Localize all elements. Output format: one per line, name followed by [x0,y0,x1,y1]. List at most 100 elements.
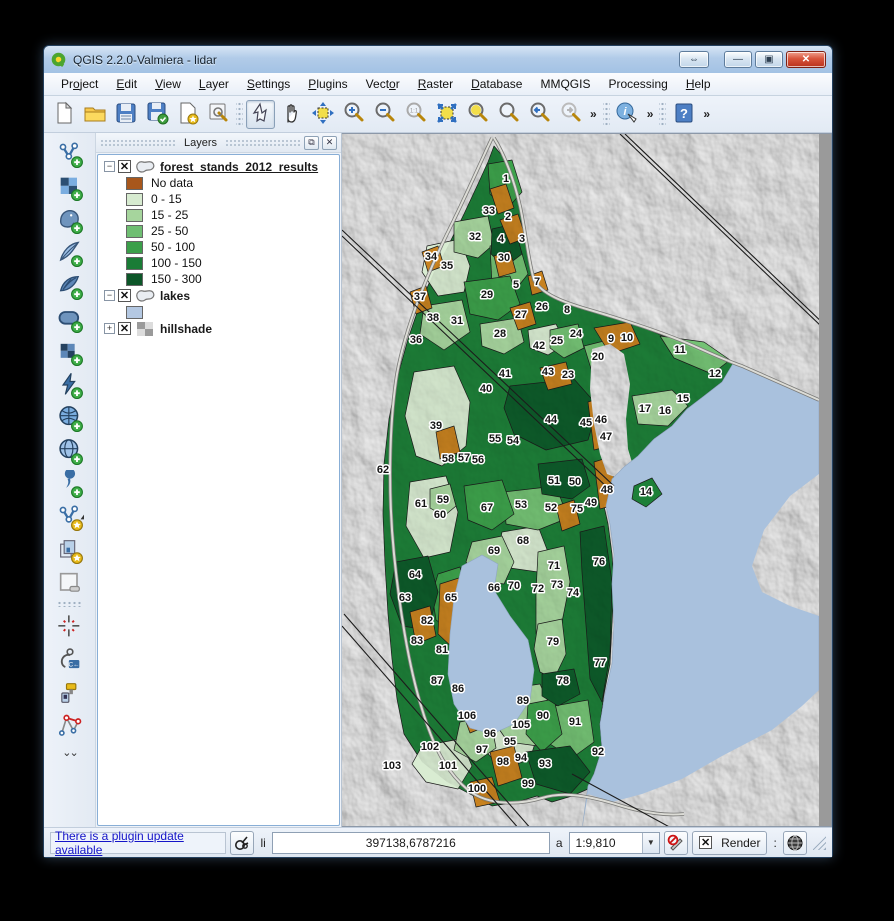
zoom-to-selection-button[interactable] [463,100,492,129]
add-wms-layer-button[interactable] [53,368,87,401]
pan-hand-button[interactable] [277,100,306,129]
menu-plugins[interactable]: Plugins [308,77,348,91]
toolbar-overflow-icon[interactable]: » [590,107,597,121]
menu-raster[interactable]: Raster [417,77,454,91]
mmqgis-crosshair-button[interactable] [53,610,87,643]
dock-separator [56,601,83,607]
remove-layer-button[interactable] [53,566,87,599]
dock-more-button[interactable]: ⌄⌄ [62,747,79,759]
add-wfs-layer-button[interactable] [53,434,87,467]
stand-label-37: 37 [414,291,426,303]
power-lines [342,134,819,826]
stop-render-button[interactable] [663,830,689,855]
menu-mmqgis[interactable]: MMQGIS [540,77,591,91]
map-canvas[interactable]: 1 33 2 32 4 3 34 30 35 5 7 37 29 26 27 38 8 31 28 24 25 42 9 10… [342,133,832,827]
add-oracle-layer-button[interactable] [53,302,87,335]
zoom-out-button[interactable] [370,100,399,129]
render-checkbox[interactable]: ✕ [699,836,713,849]
zoom-in-button[interactable] [339,100,368,129]
menu-edit[interactable]: Edit [116,77,138,91]
add-mssql-layer-button[interactable] [53,269,87,302]
close-button[interactable]: ✕ [786,51,826,68]
composer-manager-button[interactable] [204,100,233,129]
stand-label-106: 106 [458,710,476,722]
minimize-button[interactable]: — [724,51,752,68]
menu-vector[interactable]: Vector [365,77,400,91]
menu-settings[interactable]: Settings [246,77,291,91]
plugin-icon-button[interactable] [230,830,255,855]
new-composer-button[interactable] [173,100,202,129]
add-oracle-georaster-button[interactable] [53,335,87,368]
expander-icon[interactable]: − [104,290,115,301]
add-oracle-layer-icon [58,310,83,333]
layer-name[interactable]: hillshade [160,321,213,336]
save-as-button[interactable] [142,100,171,129]
expander-icon[interactable]: − [104,161,115,172]
new-spatialite-layer-button[interactable] [53,533,87,566]
panel-float-button[interactable]: ⧉ [304,135,319,150]
file-new-button[interactable] [49,100,78,129]
layer-row-lakes[interactable]: − ✕ lakes [100,287,337,304]
crs-button[interactable] [782,830,808,855]
layer-row-hillshade[interactable]: + ✕ hillshade [100,320,337,337]
identify-button[interactable]: i [613,100,642,129]
resize-grip[interactable] [813,835,827,850]
stand-label-40: 40 [480,383,492,395]
stand-label-53: 53 [515,499,527,511]
help-contents-button[interactable]: ? [669,100,698,129]
zoom-last-button[interactable] [525,100,554,129]
menu-view[interactable]: View [155,77,181,91]
add-mssql-layer-icon [59,275,83,300]
maximize-button[interactable]: ▣ [755,51,783,68]
stand-label-17: 17 [639,403,651,415]
stand-label-43: 43 [542,366,554,378]
add-raster-layer-button[interactable] [53,170,87,203]
save-button[interactable] [111,100,140,129]
scale-combobox[interactable]: 1:9,810 ▼ [568,831,660,854]
add-wfs-layer-icon [58,438,83,465]
compat-button[interactable]: ⇔ [679,51,709,68]
add-delimited-text-layer-button[interactable] [53,467,87,500]
plugin-update-link[interactable]: There is a plugin update available [50,829,227,857]
manage-layers-toolbar: C← ⌄⌄ [44,133,96,827]
layer-visibility-checkbox[interactable]: ✕ [118,289,131,302]
layer-row-forest_stands_2012_results[interactable]: − ✕ forest_stands_2012_results [100,158,337,175]
panel-close-button[interactable]: ✕ [322,135,337,150]
mmqgis-geocode-button[interactable]: C← [53,643,87,676]
stand-label-101: 101 [439,760,457,772]
zoom-next-button[interactable] [556,100,585,129]
folder-open-button[interactable] [80,100,109,129]
mmqgis-gps-button[interactable] [53,676,87,709]
add-wcs-layer-button[interactable] [53,401,87,434]
menu-layer[interactable]: Layer [198,77,229,91]
save-as-icon [145,101,169,128]
toolbar-overflow-icon[interactable]: » [703,107,711,121]
topology-editor-button[interactable] [53,709,87,742]
menu-help[interactable]: Help [685,77,711,91]
layer-name[interactable]: lakes [160,288,191,303]
stand-label-26: 26 [536,301,548,313]
menu-database[interactable]: Database [471,77,523,91]
menu-processing[interactable]: Processing [608,77,668,91]
add-postgis-layer-button[interactable] [53,203,87,236]
layers-panel-titlebar[interactable]: Layers ⧉ ✕ [96,133,341,153]
layer-visibility-checkbox[interactable]: ✕ [118,160,131,173]
coordinate-box[interactable]: 397138,6787216 [271,831,550,854]
add-spatialite-layer-button[interactable] [53,236,87,269]
zoom-full-button[interactable] [432,100,461,129]
touch-button[interactable] [246,99,275,129]
layer-visibility-checkbox[interactable]: ✕ [118,322,131,335]
toolbar-overflow-icon[interactable]: » [646,107,654,121]
zoom-native-button[interactable]: 1:1 [401,100,430,129]
new-shapefile-layer-button[interactable] [53,500,87,533]
layer-name[interactable]: forest_stands_2012_results [160,159,319,174]
render-toggle[interactable]: ✕ Render [692,830,768,855]
zoom-to-layer-button[interactable] [494,100,523,129]
menu-project[interactable]: Project [61,77,99,91]
add-vector-layer-button[interactable] [53,137,87,170]
scale-dropdown-arrow[interactable]: ▼ [641,832,659,853]
expander-icon[interactable]: + [104,323,115,334]
pan-to-selection-button[interactable] [308,100,337,129]
title-bar[interactable]: QGIS 2.2.0-Valmiera - lidar ⇔ — ▣ ✕ [44,46,832,73]
